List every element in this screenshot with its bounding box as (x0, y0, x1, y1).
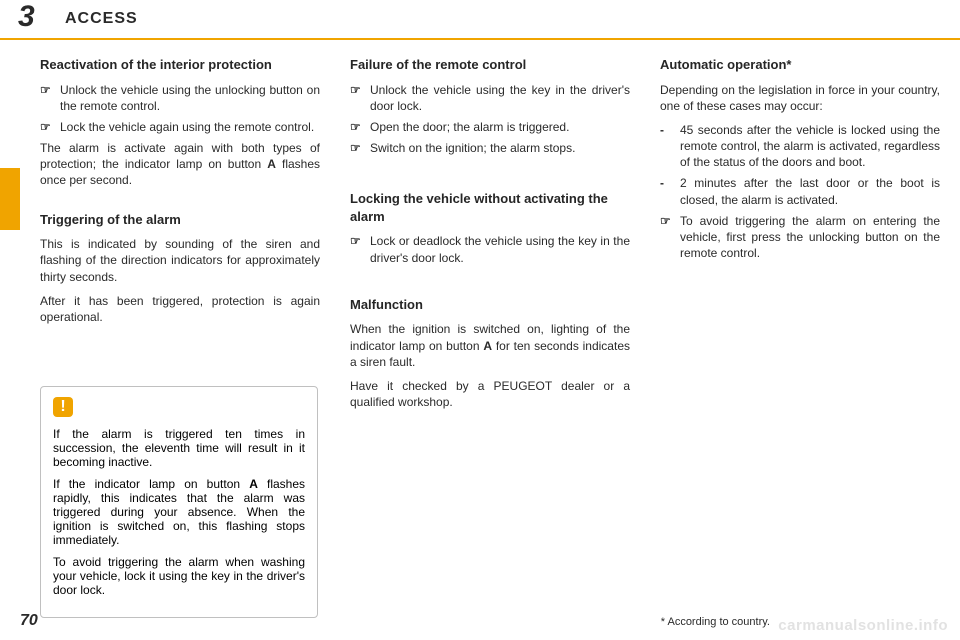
bullet-dash-icon: - (660, 122, 680, 171)
bullet-arrow-icon: ☞ (40, 119, 60, 135)
bullet-item: ☞ Switch on the ignition; the alarm stop… (350, 140, 630, 156)
watermark: carmanualsonline.info (778, 617, 948, 634)
bullet-arrow-icon: ☞ (350, 233, 370, 265)
section-automatic-operation: Automatic operation* Depending on the le… (660, 56, 940, 261)
bullet-arrow-icon: ☞ (350, 140, 370, 156)
section-malfunction: Malfunction When the ignition is switche… (350, 296, 630, 410)
warning-box: ! If the alarm is triggered ten times in… (40, 386, 318, 618)
button-label-a: A (267, 157, 276, 171)
bullet-dash-icon: - (660, 175, 680, 207)
bullet-text: Switch on the ignition; the alarm stops. (370, 140, 630, 156)
button-label-a: A (483, 339, 492, 353)
bullet-text: 2 minutes after the last door or the boo… (680, 175, 940, 207)
footnote: * According to country. (661, 616, 770, 628)
page: 3 ACCESS Reactivation of the interior pr… (0, 0, 960, 640)
warning-icon: ! (53, 397, 73, 417)
bullet-text: Unlock the vehicle using the key in the … (370, 82, 630, 114)
bullet-item: ☞ Lock the vehicle again using the remot… (40, 119, 320, 135)
bullet-item: - 45 seconds after the vehicle is locked… (660, 122, 940, 171)
heading-triggering: Triggering of the alarm (40, 211, 320, 229)
bullet-item: ☞ Lock or deadlock the vehicle using the… (350, 233, 630, 265)
bullet-text: Open the door; the alarm is triggered. (370, 119, 630, 135)
paragraph: Depending on the legislation in force in… (660, 82, 940, 114)
chapter-title: ACCESS (65, 10, 138, 28)
paragraph: The alarm is activate again with both ty… (40, 140, 320, 189)
section-locking-without-alarm: Locking the vehicle without activating t… (350, 190, 630, 265)
paragraph: To avoid triggering the alarm when washi… (53, 555, 305, 597)
side-tab (0, 168, 20, 230)
heading-reactivation: Reactivation of the interior protection (40, 56, 320, 74)
paragraph: When the ignition is switched on, lighti… (350, 321, 630, 370)
heading-locking-without-alarm: Locking the vehicle without activating t… (350, 190, 630, 225)
heading-failure-remote: Failure of the remote control (350, 56, 630, 74)
bullet-item: ☞ To avoid triggering the alarm on enter… (660, 213, 940, 262)
column-1: Reactivation of the interior protection … (40, 56, 320, 347)
heading-automatic-operation: Automatic operation* (660, 56, 940, 74)
paragraph: This is indicated by sounding of the sir… (40, 236, 320, 285)
page-number: 70 (20, 612, 38, 630)
bullet-item: ☞ Unlock the vehicle using the unlocking… (40, 82, 320, 114)
header-separator (0, 38, 960, 40)
bullet-arrow-icon: ☞ (40, 82, 60, 114)
paragraph: Have it checked by a PEUGEOT dealer or a… (350, 378, 630, 410)
bullet-arrow-icon: ☞ (350, 82, 370, 114)
page-header: 3 ACCESS (0, 0, 960, 44)
text-run: If the indicator lamp on button (53, 477, 249, 491)
bullet-arrow-icon: ☞ (350, 119, 370, 135)
heading-malfunction: Malfunction (350, 296, 630, 314)
bullet-text: Lock or deadlock the vehicle using the k… (370, 233, 630, 265)
button-label-a: A (249, 477, 258, 491)
bullet-item: - 2 minutes after the last door or the b… (660, 175, 940, 207)
bullet-text: Lock the vehicle again using the remote … (60, 119, 320, 135)
section-failure-remote: Failure of the remote control ☞ Unlock t… (350, 56, 630, 156)
paragraph: After it has been triggered, protection … (40, 293, 320, 325)
bullet-text: 45 seconds after the vehicle is locked u… (680, 122, 940, 171)
section-triggering: Triggering of the alarm This is indicate… (40, 211, 320, 325)
bullet-arrow-icon: ☞ (660, 213, 680, 262)
section-reactivation: Reactivation of the interior protection … (40, 56, 320, 189)
paragraph: If the alarm is triggered ten times in s… (53, 427, 305, 469)
column-2: Failure of the remote control ☞ Unlock t… (350, 56, 630, 432)
bullet-text: Unlock the vehicle using the unlocking b… (60, 82, 320, 114)
chapter-number: 3 (18, 0, 34, 34)
bullet-text: To avoid triggering the alarm on enterin… (680, 213, 940, 262)
bullet-item: ☞ Unlock the vehicle using the key in th… (350, 82, 630, 114)
column-3: Automatic operation* Depending on the le… (660, 56, 940, 283)
paragraph: If the indicator lamp on button A flashe… (53, 477, 305, 547)
bullet-item: ☞ Open the door; the alarm is triggered. (350, 119, 630, 135)
